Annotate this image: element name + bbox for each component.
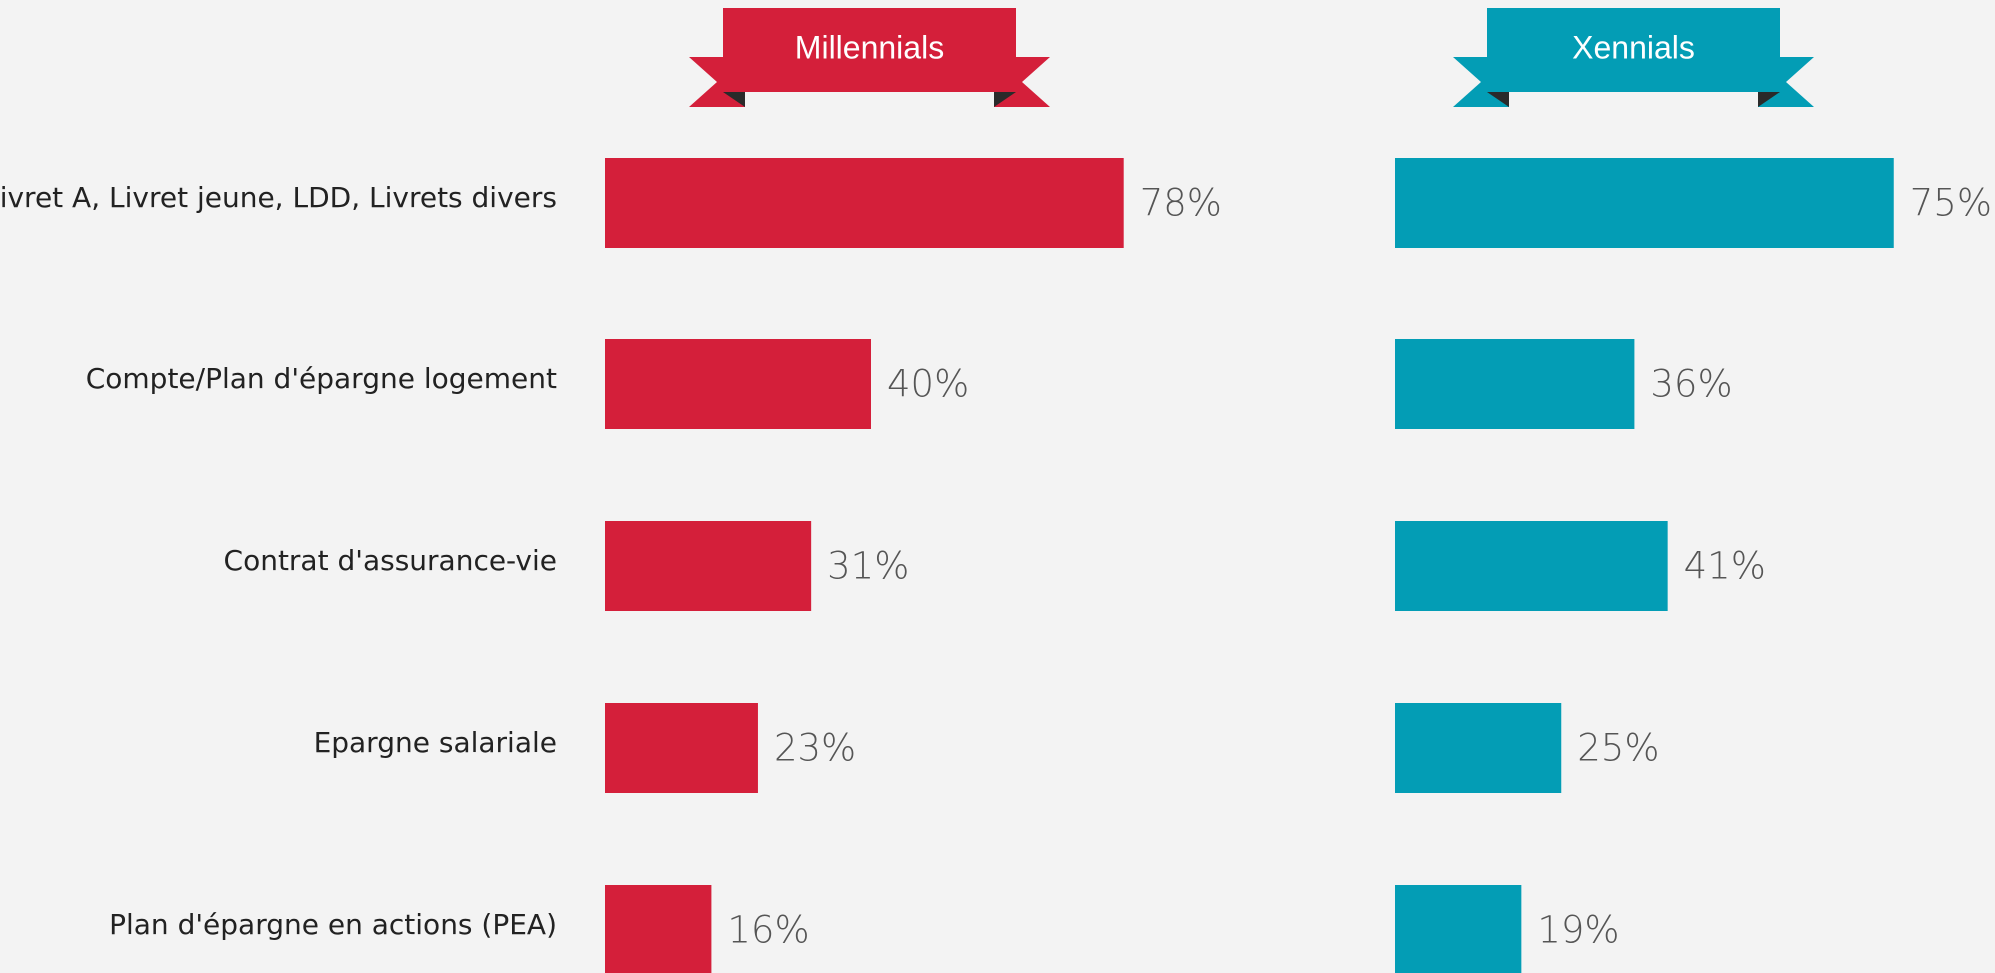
category-label: Plan d'épargne en actions (PEA) <box>109 908 557 941</box>
bar <box>605 339 871 429</box>
ribbon-fold <box>1758 92 1780 107</box>
category-label: Livret A, Livret jeune, LDD, Livrets div… <box>0 181 557 214</box>
value-label: 75% <box>1910 182 1992 225</box>
category-label: Compte/Plan d'épargne logement <box>86 362 557 395</box>
value-label: 41% <box>1684 545 1766 588</box>
legend-label: Xennials <box>1572 29 1695 65</box>
value-label: 16% <box>727 909 809 952</box>
category-label: Contrat d'assurance-vie <box>224 544 557 577</box>
bar <box>1395 885 1522 973</box>
value-label: 40% <box>887 363 969 406</box>
value-label: 31% <box>827 545 909 588</box>
bar <box>605 885 712 973</box>
bar <box>1395 158 1894 248</box>
ribbon <box>723 8 1016 92</box>
value-label: 23% <box>774 727 856 770</box>
ribbon-fold <box>723 92 745 107</box>
bar <box>1395 339 1635 429</box>
ribbon <box>1487 8 1780 92</box>
value-label: 78% <box>1140 182 1222 225</box>
value-label: 36% <box>1650 363 1732 406</box>
ribbon-fold <box>1487 92 1509 107</box>
value-label: 19% <box>1537 909 1619 952</box>
bar <box>1395 521 1668 611</box>
bar <box>605 158 1124 248</box>
ribbon-fold <box>994 92 1016 107</box>
legend-label: Millennials <box>795 29 944 65</box>
value-label: 25% <box>1577 727 1659 770</box>
bar <box>605 521 812 611</box>
bar <box>605 703 758 793</box>
bar <box>1395 703 1562 793</box>
category-label: Epargne salariale <box>314 726 557 759</box>
